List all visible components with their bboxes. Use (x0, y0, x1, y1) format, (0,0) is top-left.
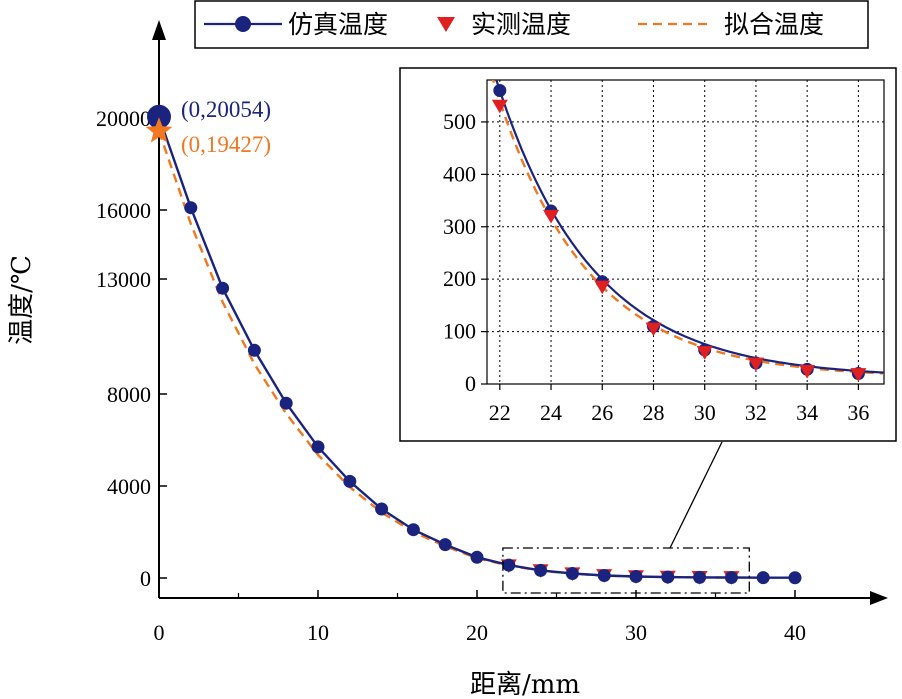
y-tick-label: 20000 (96, 106, 151, 131)
legend-label-fit: 拟合温度 (724, 10, 824, 39)
inset-x-tick-label: 22 (489, 400, 511, 425)
legend-item-fit: 拟合温度 (638, 10, 824, 39)
zoom-region-box (502, 547, 750, 594)
legend-item-measured: 实测温度 (437, 10, 571, 39)
legend-item-sim: 仿真温度 (204, 10, 388, 39)
fit-peak-star (145, 117, 173, 143)
inset-y-tick-label: 0 (465, 371, 476, 396)
legend: 仿真温度 实测温度 拟合温度 (194, 0, 869, 49)
sim-point (406, 523, 420, 537)
inset-measured-point (696, 346, 713, 360)
y-axis-arrow (152, 20, 166, 40)
legend-box (194, 0, 869, 49)
x-axis-label: 距离/mm (470, 670, 580, 699)
inset-x-tick-label: 26 (591, 400, 613, 425)
x-tick-label: 10 (307, 620, 329, 645)
inset-frame (399, 67, 897, 442)
inset-measured-point (594, 280, 611, 295)
annotation-fit-peak: (0,19427) (181, 132, 271, 157)
x-tick-label: 0 (154, 620, 165, 645)
inset-x-tick-label: 36 (847, 400, 869, 425)
y-tick-label: 0 (140, 566, 151, 591)
inset-y-tick-label: 300 (443, 214, 476, 239)
sim-point (470, 550, 484, 564)
sim-point (693, 570, 707, 584)
inset-x-tick-label: 28 (642, 400, 664, 425)
main-series (145, 104, 802, 585)
x-tick-label: 30 (625, 620, 647, 645)
y-tick-label: 8000 (107, 382, 151, 407)
inset-x-tick-label: 24 (540, 400, 562, 425)
sim-point (147, 104, 171, 129)
legend-marker-triangle (437, 17, 455, 32)
sim-point (565, 567, 579, 581)
inset-sim-point (493, 83, 507, 97)
y-axis-label: 温度/℃ (7, 255, 37, 345)
x-axis-arrow (870, 591, 888, 605)
inset-measured-point (645, 322, 662, 337)
inset-measured-point (747, 357, 764, 372)
sim-point (247, 343, 261, 357)
sim-point (279, 396, 293, 410)
sim-point (534, 563, 548, 577)
y-tick-label: 13000 (96, 267, 151, 292)
inset-grid (487, 80, 884, 384)
sim-point (375, 502, 389, 516)
sim-point (629, 570, 643, 584)
inset-x-tick-label: 32 (745, 400, 767, 425)
inset-x-tick-label: 34 (796, 400, 818, 425)
inset-x-tick-label: 30 (694, 400, 716, 425)
sim-point (343, 474, 357, 488)
inset-measured-point (799, 365, 816, 379)
annotation-sim-peak: (0,20054) (181, 97, 271, 122)
sim-point (184, 201, 198, 215)
sim-point (216, 281, 230, 295)
legend-label-measured: 实测温度 (471, 10, 571, 39)
sim-point (438, 538, 452, 552)
inset-y-tick-label: 100 (443, 319, 476, 344)
legend-label-sim: 仿真温度 (288, 10, 388, 39)
inset-y-tick-label: 500 (443, 109, 476, 134)
sim-point (661, 570, 675, 584)
inset-y-tick-label: 400 (443, 161, 476, 186)
sim-point (597, 568, 611, 582)
y-tick-label: 16000 (96, 198, 151, 223)
x-tick-label: 40 (784, 620, 806, 645)
sim-point (788, 571, 802, 585)
inset-series (491, 80, 884, 382)
inset-plot-area (486, 79, 885, 385)
inset-measured-point (543, 209, 560, 224)
inset-y-tick-label: 200 (443, 266, 476, 291)
sim-point (756, 571, 770, 585)
legend-marker-circle (235, 16, 251, 32)
sim-point (311, 440, 325, 454)
inset-measured-point (850, 368, 867, 382)
inset-ticks: 22 24 26 28 30 32 34 36 0 100 200 300 400 500 (443, 109, 869, 425)
x-tick-label: 20 (466, 620, 488, 645)
sim-point (724, 571, 738, 585)
zoom-leader-line (669, 441, 723, 549)
y-tick-label: 4000 (107, 474, 151, 499)
inset-measured-point (491, 99, 508, 114)
sim-point (502, 558, 516, 572)
